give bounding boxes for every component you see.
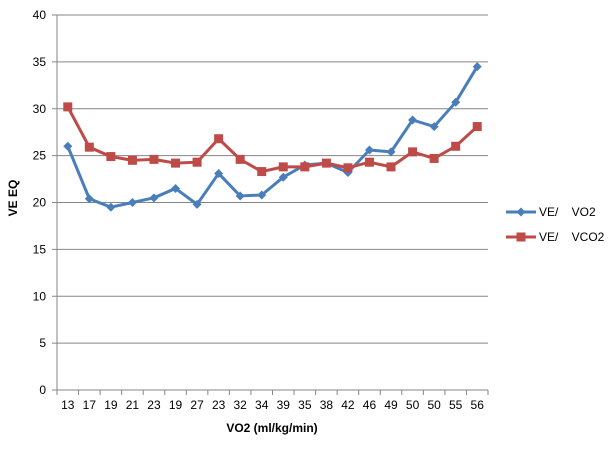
x-tick-label: 35 [298, 398, 312, 412]
data-point [386, 147, 396, 157]
data-point [278, 162, 288, 172]
data-point [192, 199, 202, 209]
y-axis-title: VE EQ [6, 180, 20, 217]
x-tick-label: 19 [169, 398, 183, 412]
x-tick-label: 17 [83, 398, 97, 412]
x-tick-label: 23 [212, 398, 226, 412]
x-tick-label: 19 [104, 398, 118, 412]
data-point [472, 122, 482, 132]
data-point [127, 198, 137, 207]
data-point [364, 145, 374, 155]
data-point [300, 162, 310, 172]
x-tick-label: 13 [61, 398, 75, 412]
x-tick-label: 50 [406, 398, 420, 412]
y-tick-label: 25 [33, 149, 47, 163]
x-axis-title: VO2 (ml/kg/min) [226, 421, 317, 435]
axes: 0 5 10 15 20 25 30 35 40 13 17 19 21 23 19 27 23 32 34 39 35… [33, 8, 489, 412]
legend-marker [516, 232, 526, 242]
x-tick-label: 39 [277, 398, 291, 412]
data-point [214, 134, 224, 144]
x-tick-label: 38 [320, 398, 334, 412]
legend-label: VE/ VCO2 [539, 230, 605, 244]
data-point [408, 147, 418, 157]
data-point [364, 157, 374, 167]
y-tick-label: 15 [33, 242, 47, 256]
data-point [63, 141, 73, 151]
series-layer [63, 62, 482, 212]
data-point [451, 141, 461, 151]
y-tick-label: 10 [33, 289, 47, 303]
x-tick-label: 49 [384, 398, 398, 412]
y-tick-label: 40 [33, 8, 47, 22]
x-tick-label: 56 [471, 398, 485, 412]
data-point [429, 122, 439, 132]
x-tick-label: 55 [449, 398, 463, 412]
data-point [408, 115, 418, 125]
x-tick-label: 32 [233, 398, 247, 412]
data-point [343, 163, 353, 173]
data-point [192, 157, 202, 167]
data-point [149, 154, 159, 164]
series-1 [63, 62, 482, 212]
y-tick-label: 5 [39, 336, 46, 350]
data-point [171, 158, 181, 168]
data-point [63, 102, 73, 112]
legend: VE/ VO2 VE/ VCO2 [506, 205, 605, 244]
data-point [257, 190, 267, 200]
x-tick-label: 42 [341, 398, 355, 412]
series-2 [63, 102, 482, 177]
x-tick-label: 34 [255, 398, 269, 412]
data-point [84, 194, 94, 204]
x-tick-label: 23 [147, 398, 161, 412]
series-line [66, 65, 479, 209]
x-tick-label: 50 [427, 398, 441, 412]
data-point [429, 153, 439, 163]
x-tick-label: 27 [190, 398, 204, 412]
data-point [214, 168, 224, 178]
y-tick-label: 30 [33, 102, 47, 116]
data-point [472, 62, 482, 72]
legend-label: VE/ VO2 [539, 205, 596, 219]
x-tick-label: 46 [363, 398, 377, 412]
y-tick-label: 0 [39, 383, 46, 397]
legend-marker [516, 207, 526, 217]
data-point [235, 191, 245, 201]
data-point [127, 155, 137, 165]
y-tick-label: 35 [33, 55, 47, 69]
data-point [106, 202, 116, 212]
data-point [257, 167, 267, 177]
x-tick-label: 21 [126, 398, 140, 412]
legend-item: VE/ VCO2 [506, 230, 605, 244]
data-point [235, 154, 245, 164]
y-tick-label: 20 [33, 196, 47, 210]
data-point [386, 162, 396, 172]
data-point [278, 172, 288, 182]
legend-item: VE/ VO2 [506, 205, 596, 219]
data-point [451, 97, 461, 107]
data-point [321, 158, 331, 168]
data-point [171, 183, 181, 193]
data-point [84, 142, 94, 152]
data-point [106, 152, 116, 162]
data-point [149, 193, 159, 203]
gridlines [57, 14, 488, 344]
